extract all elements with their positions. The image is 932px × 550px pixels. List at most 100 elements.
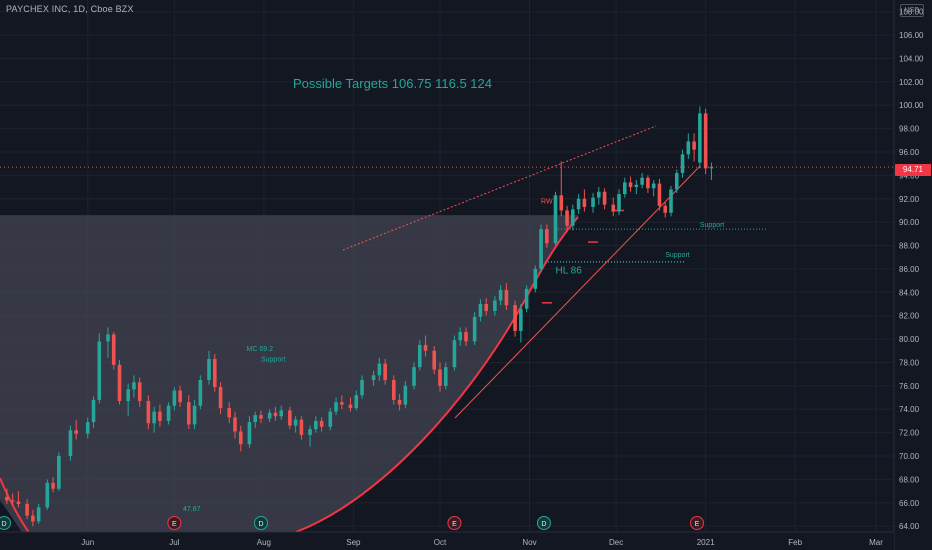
price-tick-label: 66.00	[899, 499, 920, 508]
candle	[553, 191, 558, 246]
candle-body	[559, 195, 564, 211]
candle-body	[571, 209, 575, 226]
candle	[646, 175, 650, 193]
candle	[288, 406, 292, 430]
candle-body	[146, 401, 151, 424]
candle-body	[680, 154, 685, 174]
candle	[539, 224, 543, 273]
candle	[663, 202, 668, 218]
candles	[0, 106, 714, 527]
candle-body	[576, 198, 581, 210]
candle-body	[299, 419, 304, 435]
time-axis[interactable]: Jun Jul Aug Sep Oct Nov Dec 2021 Feb Mar	[0, 531, 894, 550]
event-letter: D	[541, 521, 546, 528]
price-tick-label: 104.00	[899, 54, 924, 63]
candle-body	[417, 344, 422, 368]
candle-body	[423, 344, 428, 351]
candle-body	[565, 210, 569, 226]
candle-body	[478, 304, 483, 317]
candle-body	[111, 334, 116, 365]
candle-body	[539, 229, 543, 269]
currency-button[interactable]: USD	[900, 4, 924, 17]
dividend-marker[interactable]: D	[536, 516, 551, 530]
candle	[319, 417, 324, 432]
candle-body	[45, 482, 50, 508]
candle-body	[674, 173, 679, 190]
candle	[354, 390, 359, 411]
candle-body	[591, 197, 595, 207]
candle-body	[91, 399, 96, 423]
candle-body	[117, 364, 122, 402]
candle-body	[703, 113, 708, 169]
price-tick-label: 100.00	[899, 101, 924, 110]
candle-body	[692, 141, 696, 150]
candle-body	[519, 308, 523, 331]
event-letter: D	[258, 521, 263, 528]
last-price-label: 94.71	[895, 164, 931, 176]
candle-body	[617, 194, 621, 212]
candle	[513, 300, 517, 337]
candle-body	[158, 411, 162, 421]
candle-body	[484, 304, 488, 312]
candle	[403, 381, 408, 409]
price-tick-label: 82.00	[899, 312, 920, 321]
candle-body	[106, 334, 110, 342]
price-tick-label: 102.00	[899, 78, 924, 87]
candle	[524, 285, 529, 313]
candle	[397, 394, 402, 411]
candle-body	[85, 422, 90, 434]
earnings-marker[interactable]: E	[689, 516, 704, 530]
event-circle	[447, 516, 462, 530]
candle-body	[640, 177, 644, 185]
price-tick-label: 88.00	[899, 242, 920, 251]
parabolic-curve	[295, 216, 579, 533]
candle	[111, 332, 116, 370]
price-tick-label: 96.00	[899, 148, 920, 157]
candle	[519, 304, 523, 343]
candle	[207, 350, 211, 385]
candle	[85, 417, 90, 439]
candle-body	[68, 430, 73, 456]
wedge-upper-line	[342, 125, 657, 251]
candle	[238, 425, 243, 452]
candle	[703, 108, 708, 175]
candle-body	[383, 363, 387, 380]
candle-body	[452, 340, 457, 368]
candle	[158, 404, 162, 427]
candle	[360, 375, 364, 399]
price-tick-label: 84.00	[899, 288, 920, 297]
candle	[212, 354, 217, 392]
candle-body	[545, 229, 549, 244]
time-tick-label: Nov	[522, 538, 536, 547]
candle	[438, 362, 442, 392]
price-axis[interactable]: 64.00 66.00 68.00 70.00 72.00 74.00 76.00 78.00…	[893, 0, 932, 550]
candle	[412, 362, 416, 390]
candle	[68, 425, 73, 461]
price-tick-label: 70.00	[899, 452, 920, 461]
candle	[571, 204, 575, 231]
annotation-label: 47.87	[183, 506, 201, 513]
candle	[31, 509, 35, 527]
candle-body	[354, 395, 359, 409]
event-letter: E	[452, 521, 457, 528]
candle	[464, 327, 468, 347]
candle	[25, 499, 29, 520]
candle	[97, 333, 102, 404]
dividend-marker[interactable]: D	[253, 516, 268, 530]
symbol-legend[interactable]: PAYCHEX INC, 1D, Cboe BZX	[6, 4, 134, 14]
candle-body	[74, 430, 78, 434]
candle	[383, 358, 387, 385]
time-tick-label: Jul	[169, 538, 179, 547]
candle	[45, 479, 50, 510]
candle-body	[472, 316, 477, 342]
dividend-marker[interactable]: D	[0, 516, 11, 530]
earnings-marker[interactable]: E	[167, 516, 182, 530]
earnings-marker[interactable]: E	[447, 516, 462, 530]
candle	[218, 382, 223, 414]
candle	[267, 409, 272, 423]
candle	[299, 416, 304, 440]
candle	[504, 282, 509, 310]
candle-body	[198, 380, 203, 406]
candle-body	[663, 205, 668, 213]
